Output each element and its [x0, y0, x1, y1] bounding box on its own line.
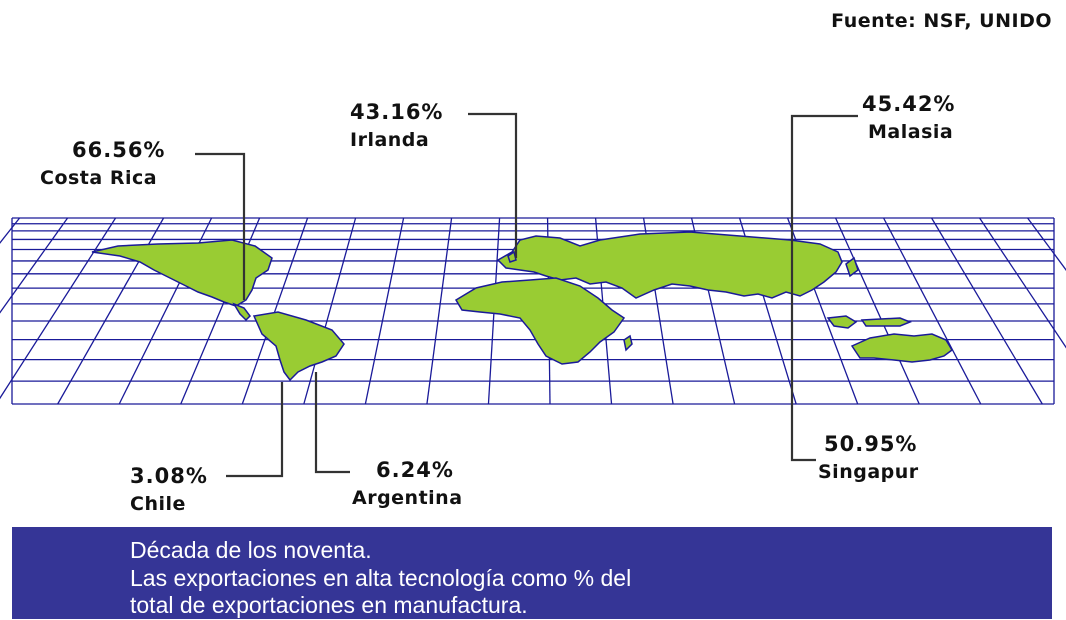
malaysia-landmass — [826, 315, 858, 329]
caption-banner: Década de los noventa. Las exportaciones… — [12, 527, 1052, 619]
percentage-argentina: 6.24% — [376, 458, 454, 482]
grid-vertical-line — [426, 217, 453, 405]
percentage-irlanda: 43.16% — [350, 100, 444, 124]
leader-line-singapur — [790, 322, 816, 462]
grid-vertical-line — [834, 217, 920, 405]
country-singapur: Singapur — [818, 461, 919, 483]
caption-line-1: Década de los noventa. — [130, 537, 372, 563]
leader-line-chile — [226, 382, 284, 478]
percentage-malasia: 45.42% — [862, 92, 956, 116]
leader-line-irlanda — [468, 112, 518, 258]
north-america-landmass — [91, 239, 273, 307]
grid-vertical-line — [241, 217, 309, 405]
grid-vertical-line — [979, 217, 1066, 349]
country-malasia: Malasia — [868, 121, 954, 143]
annotation-irlanda: 43.16% Irlanda — [350, 102, 443, 150]
annotation-chile: 3.08% Chile — [130, 466, 208, 514]
grid-vertical-line — [0, 217, 21, 244]
ireland-landmass — [507, 250, 517, 263]
leader-line-malasia — [790, 114, 858, 322]
africa-landmass — [454, 277, 626, 365]
central-america-landmass — [232, 302, 251, 322]
grid-vertical-line — [931, 217, 1043, 405]
country-irlanda: Irlanda — [350, 129, 430, 151]
caption-line-3: total de exportaciones en manufactura. — [130, 592, 528, 618]
source-credit: Fuente: NSF, UNIDO — [831, 10, 1052, 32]
indonesia-islands-landmass — [860, 317, 913, 327]
percentage-costa-rica: 66.56% — [72, 138, 166, 162]
annotation-costa-rica: 66.56% Costa Rica — [40, 140, 165, 188]
landmasses — [91, 231, 953, 382]
country-costa-rica: Costa Rica — [40, 167, 158, 189]
japan-landmass — [845, 256, 859, 278]
south-america-landmass — [252, 311, 345, 382]
annotation-singapur: 50.95% Singapur — [818, 432, 919, 482]
leader-lines — [195, 112, 858, 478]
percentage-singapur: 50.95% — [824, 432, 918, 456]
grid-vertical-line — [364, 217, 405, 405]
grid-vertical-line — [0, 217, 117, 400]
madagascar-landmass — [623, 334, 633, 352]
annotation-argentina: 6.24% Argentina — [352, 460, 463, 508]
leader-line-costa-rica — [195, 152, 246, 300]
country-chile: Chile — [130, 493, 186, 515]
percentage-chile: 3.08% — [130, 464, 208, 488]
annotation-malasia: 45.42% Malasia — [862, 94, 955, 142]
eurasia-landmass — [496, 231, 843, 299]
grid-vertical-line — [0, 217, 69, 314]
grid-vertical-line — [883, 217, 982, 405]
leader-line-argentina — [314, 372, 350, 474]
country-argentina: Argentina — [352, 487, 463, 509]
grid-vertical-line — [1027, 217, 1066, 271]
caption-line-2: Las exportaciones en alta tecnología com… — [130, 565, 632, 591]
australia-landmass — [850, 333, 953, 363]
grid-vertical-line — [303, 217, 357, 405]
